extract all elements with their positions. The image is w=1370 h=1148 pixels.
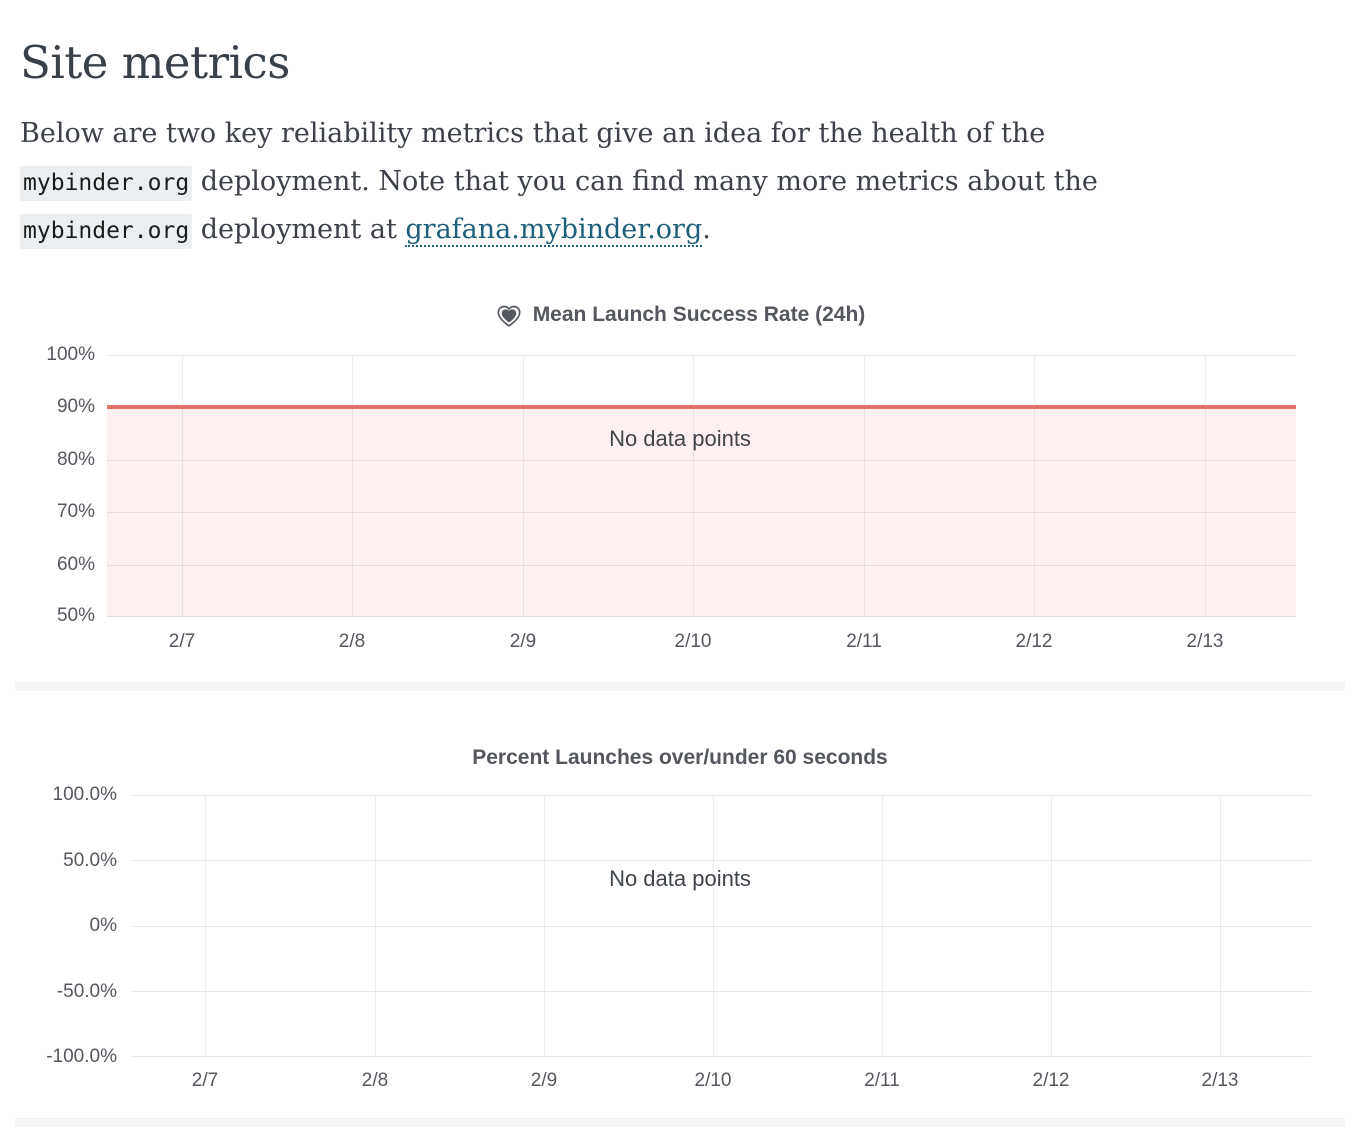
x-tick-label: 2/13 <box>1201 1070 1239 1091</box>
iframe-scrollbar-strip[interactable] <box>15 682 1345 691</box>
y-tick-label: -50.0% <box>56 981 117 1002</box>
y-tick-label: 100.0% <box>52 784 117 805</box>
x-tick-label: 2/7 <box>191 1070 219 1091</box>
x-tick-label: 2/13 <box>1186 631 1224 652</box>
heart-icon <box>497 305 521 327</box>
x-tick-label: 2/11 <box>846 631 882 652</box>
x-tick-label: 2/11 <box>864 1070 900 1091</box>
y-tick-label: -100.0% <box>46 1046 117 1067</box>
x-tick-label: 2/12 <box>1015 631 1053 652</box>
iframe-scrollbar-strip[interactable] <box>15 1118 1345 1127</box>
h-gridline <box>131 1056 1311 1057</box>
plot-area[interactable] <box>131 795 1311 1057</box>
intro-paragraph: Below are two key reliability metrics th… <box>20 110 1320 254</box>
v-gridline <box>693 355 694 617</box>
intro-text: deployment. Note that you can find many … <box>192 166 1098 197</box>
x-tick-label: 2/8 <box>338 631 366 652</box>
h-gridline <box>107 565 1296 566</box>
v-gridline <box>182 355 183 617</box>
h-gridline <box>131 860 1311 861</box>
y-tick-label: 100% <box>46 344 95 365</box>
chart-title: Percent Launches over/under 60 seconds <box>472 746 888 769</box>
v-gridline <box>1205 355 1206 617</box>
y-tick-label: 0% <box>89 915 117 936</box>
x-tick-label: 2/9 <box>509 631 537 652</box>
intro-text: . <box>702 214 711 245</box>
v-gridline <box>523 355 524 617</box>
threshold-fill-area <box>107 409 1296 617</box>
x-tick-label: 2/12 <box>1032 1070 1070 1091</box>
h-gridline <box>131 795 1311 796</box>
grafana-link[interactable]: grafana.mybinder.org <box>405 214 703 247</box>
h-gridline <box>107 616 1296 617</box>
y-tick-label: 50.0% <box>63 850 117 871</box>
x-tick-label: 2/10 <box>694 1070 732 1091</box>
v-gridline <box>1034 355 1035 617</box>
intro-text: Below are two key reliability metrics th… <box>20 118 1046 149</box>
x-tick-label: 2/8 <box>361 1070 389 1091</box>
page-title: Site metrics <box>20 36 290 90</box>
h-gridline <box>131 991 1311 992</box>
v-gridline <box>864 355 865 617</box>
panel-2-title-row: Percent Launches over/under 60 seconds <box>15 740 1345 776</box>
plot-area[interactable] <box>107 355 1296 617</box>
v-gridline <box>352 355 353 617</box>
no-data-message: No data points <box>609 426 751 451</box>
threshold-line-90pct <box>107 405 1296 409</box>
intro-line-2: mybinder.org deployment. Note that you c… <box>20 158 1320 206</box>
h-gridline <box>131 926 1311 927</box>
panel-1-title-row: Mean Launch Success Rate (24h) <box>15 296 1345 334</box>
intro-line-1: Below are two key reliability metrics th… <box>20 110 1320 158</box>
y-tick-label: 70% <box>56 501 95 522</box>
panel-mean-launch-success: Mean Launch Success Rate (24h) 100% 90% … <box>15 290 1345 691</box>
inline-code-mybinder: mybinder.org <box>20 214 193 249</box>
y-tick-label: 50% <box>56 605 95 626</box>
intro-text: deployment at <box>192 214 406 245</box>
x-tick-label: 2/10 <box>674 631 712 652</box>
h-gridline <box>107 512 1296 513</box>
panel-percent-launches: Percent Launches over/under 60 seconds 1… <box>15 700 1345 1128</box>
h-gridline <box>107 460 1296 461</box>
intro-line-3: mybinder.org deployment at grafana.mybin… <box>20 206 1320 254</box>
x-tick-label: 2/7 <box>168 631 196 652</box>
inline-code-mybinder: mybinder.org <box>20 166 193 201</box>
x-tick-label: 2/9 <box>530 1070 558 1091</box>
y-tick-label: 90% <box>56 396 95 417</box>
chart-title: Mean Launch Success Rate (24h) <box>532 303 866 326</box>
y-tick-label: 60% <box>56 554 95 575</box>
h-gridline <box>107 355 1296 356</box>
y-tick-label: 80% <box>56 449 95 470</box>
no-data-message: No data points <box>609 866 751 891</box>
